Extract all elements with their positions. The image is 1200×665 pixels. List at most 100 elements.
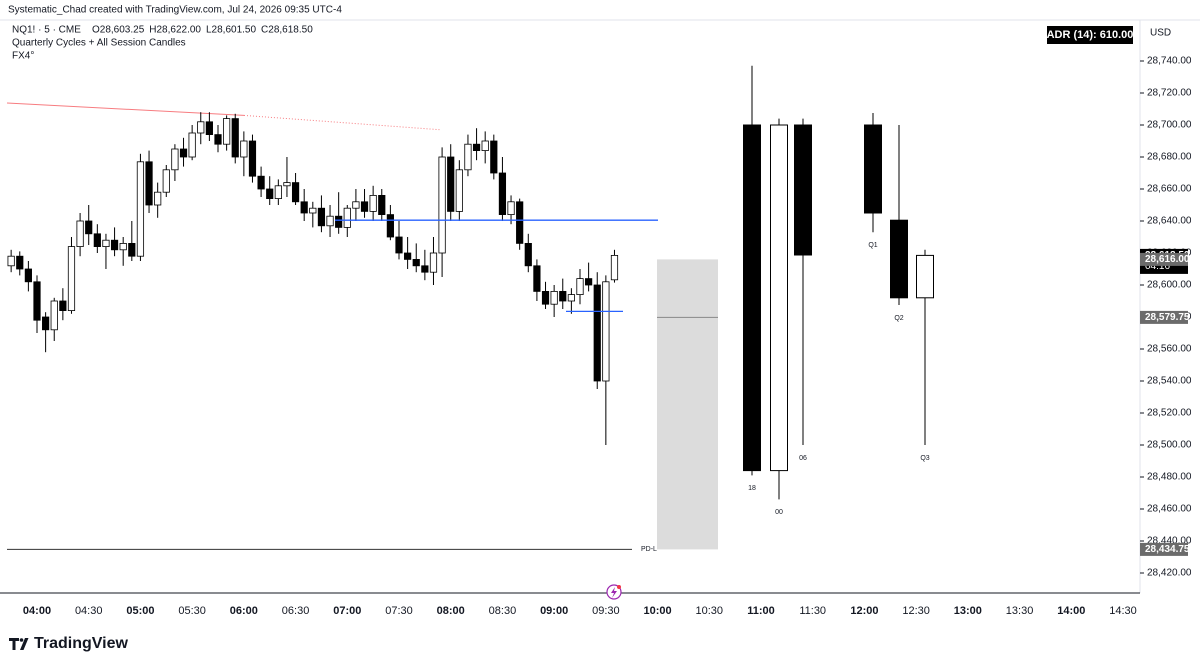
- session-candle: 06: [794, 118, 812, 462]
- candle: [85, 205, 93, 245]
- candle-body: [550, 290, 558, 305]
- price-tag-box: [1140, 310, 1188, 324]
- candle: [7, 249, 15, 273]
- session-body: [794, 124, 812, 256]
- y-tick-label: 28,440.00: [1147, 536, 1192, 547]
- price-tag-label: 28,616.00: [1145, 254, 1190, 265]
- candle-body: [154, 191, 162, 206]
- candle: [223, 115, 231, 151]
- pd-low-label: PD-L: [641, 546, 657, 553]
- candle: [231, 113, 239, 164]
- candle-body: [481, 140, 489, 152]
- price-tag-box: [1140, 542, 1188, 556]
- session-candle: Q3: [916, 249, 934, 462]
- candle-body: [559, 290, 567, 302]
- candle: [317, 195, 326, 233]
- candle: [524, 233, 532, 273]
- x-tick-label: 14:00: [1057, 605, 1085, 617]
- candle-body: [283, 182, 291, 187]
- candle-body: [412, 258, 420, 267]
- indicator: Quarterly Cycles + All Session Candles: [12, 38, 186, 49]
- candle: [593, 272, 601, 389]
- candle: [24, 261, 32, 292]
- candle: [214, 125, 222, 153]
- candle-body: [386, 214, 394, 238]
- candle-body: [455, 169, 463, 212]
- session-label: 18: [748, 485, 756, 492]
- ohlc-label: C28,618.50: [261, 25, 313, 36]
- candle-body: [93, 233, 101, 248]
- candle: [93, 224, 101, 253]
- session-body: [770, 124, 788, 472]
- candle: [179, 137, 188, 167]
- candle-body: [498, 172, 507, 215]
- candle: [438, 147, 446, 277]
- candle-body: [585, 278, 593, 286]
- currency[interactable]: USD: [1150, 28, 1171, 39]
- session-candle: 18: [743, 65, 761, 492]
- candle: [188, 125, 196, 161]
- candle-body: [85, 220, 93, 235]
- candle-body: [128, 242, 136, 257]
- x-tick-label: 07:00: [333, 605, 361, 617]
- brand-logo[interactable]: TradingView: [9, 635, 129, 652]
- candle: [550, 285, 558, 317]
- candle-body: [360, 201, 369, 212]
- session-candle: 00: [770, 118, 788, 516]
- candle-body: [593, 284, 601, 382]
- credit: Systematic_Chad created with TradingView…: [8, 5, 342, 16]
- y-tick-label: 28,420.00: [1147, 568, 1192, 579]
- candle-body: [291, 182, 300, 203]
- session-label: Q3: [920, 455, 929, 462]
- y-tick-label: 28,600.00: [1147, 280, 1192, 291]
- candle: [205, 112, 213, 141]
- candle: [171, 144, 179, 181]
- y-tick-label: 28,680.00: [1147, 152, 1192, 163]
- x-tick-label: 08:00: [437, 605, 465, 617]
- y-tick-label: 28,460.00: [1147, 504, 1192, 515]
- candle-body: [33, 281, 41, 321]
- candle-body: [102, 239, 110, 247]
- indicator: FX4°: [12, 51, 34, 62]
- candle: [455, 160, 463, 221]
- x-tick-label: 09:30: [592, 605, 620, 617]
- brand-name: TradingView: [34, 635, 129, 652]
- candle: [240, 131, 248, 177]
- x-tick-label: 12:30: [902, 605, 930, 617]
- candle: [567, 288, 575, 314]
- lightning-icon[interactable]: [606, 584, 622, 600]
- candle-body: [309, 207, 317, 214]
- adr-label: ADR (14): 610.00: [1047, 29, 1134, 41]
- candle-body: [507, 201, 515, 216]
- price-tag-label: 28,579.75: [1145, 312, 1190, 323]
- candle-body: [188, 132, 196, 158]
- candle: [154, 182, 162, 218]
- candle: [429, 237, 438, 285]
- session-body: [916, 254, 934, 299]
- y-tick-label: 28,660.00: [1147, 184, 1192, 195]
- session-label: 06: [799, 455, 807, 462]
- candle-body: [576, 278, 584, 296]
- candle-body: [42, 316, 50, 331]
- candle-body: [16, 255, 24, 270]
- candle-body: [352, 201, 360, 209]
- candle: [378, 189, 386, 221]
- x-tick-label: 11:00: [747, 605, 775, 617]
- candle: [507, 195, 515, 225]
- candle: [343, 205, 351, 237]
- candle-body: [395, 236, 403, 254]
- y-tick-label: 28,520.00: [1147, 408, 1192, 419]
- candle: [386, 205, 394, 241]
- session-candle: Q2: [890, 125, 908, 322]
- candle: [291, 173, 300, 205]
- candle: [395, 221, 403, 260]
- candle: [145, 150, 153, 213]
- candle: [412, 243, 420, 273]
- candle-body: [541, 290, 550, 305]
- candle-body: [205, 121, 213, 136]
- candle: [16, 251, 24, 276]
- x-tick-label: 09:00: [540, 605, 568, 617]
- candle: [447, 144, 455, 221]
- candle-body: [67, 246, 76, 312]
- ohlc-label: L28,601.50: [206, 25, 256, 36]
